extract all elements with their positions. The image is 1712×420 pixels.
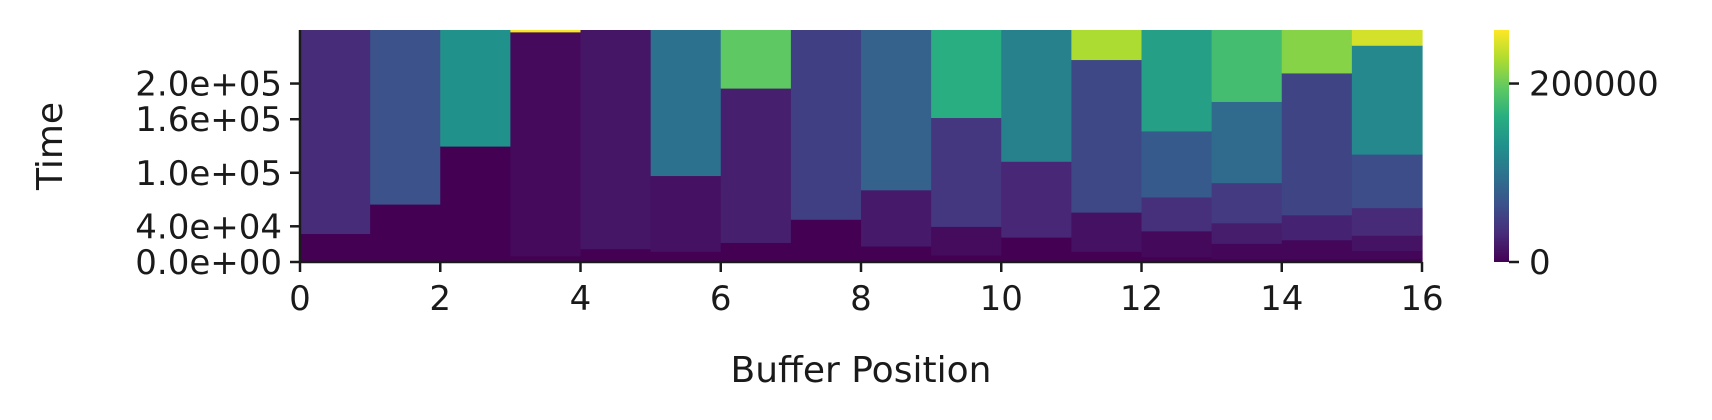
heatmap-cell — [1351, 154, 1423, 209]
heatmap-cell — [1071, 251, 1143, 263]
x-tick-label: 16 — [1400, 279, 1443, 319]
heatmap-cell — [580, 30, 652, 250]
heatmap-cell — [1211, 222, 1283, 244]
heatmap-cell — [720, 242, 792, 263]
x-tick-label: 14 — [1260, 279, 1303, 319]
heatmap-cell — [370, 30, 441, 205]
heatmap-cell — [300, 30, 371, 235]
heatmap-cell — [1211, 258, 1283, 263]
heatmap-cell — [510, 255, 582, 263]
heatmap-cell — [1351, 45, 1423, 155]
x-tick-label: 8 — [850, 279, 872, 319]
heatmap-cell — [1281, 239, 1353, 260]
heatmap-cell — [1001, 237, 1072, 263]
heatmap-cell — [1001, 161, 1072, 238]
heatmap-cell — [1351, 30, 1423, 46]
heatmap-cell — [1211, 30, 1283, 102]
heatmap-cell — [790, 30, 862, 220]
heatmap-cell — [861, 30, 932, 191]
y-tick-label: 1.6e+05 — [135, 100, 282, 140]
heatmap-cell — [931, 254, 1002, 263]
heatmap-cell — [1211, 101, 1283, 184]
x-tick-label: 0 — [289, 279, 311, 319]
heatmap-cells — [300, 30, 1423, 263]
x-tick-label: 10 — [980, 279, 1023, 319]
colorbar-ticks: 0 200000 — [1509, 65, 1659, 283]
heatmap-cell — [440, 30, 511, 147]
heatmap-cell — [370, 204, 441, 263]
heatmap-cell — [1211, 243, 1283, 260]
heatmap-cell — [1351, 258, 1423, 263]
colorbar: 0 200000 — [1494, 30, 1659, 283]
heatmap-cell — [1211, 182, 1283, 224]
y-tick-label: 4.0e+04 — [135, 207, 282, 247]
heatmap-cell — [861, 245, 932, 263]
colorbar-gradient — [1494, 30, 1509, 262]
y-axis-ticks: 0.0e+004.0e+04 1.0e+05 1.6e+052.0e+05 — [135, 65, 300, 283]
colorbar-tick-label: 200000 — [1529, 65, 1659, 105]
heatmap-cell — [1281, 30, 1353, 74]
heatmap-cell — [1141, 230, 1213, 258]
heatmap-cell — [1071, 30, 1143, 61]
heatmap-cell — [1351, 235, 1423, 251]
x-tick-label: 2 — [429, 279, 451, 319]
heatmap-cell — [720, 88, 792, 243]
heatmap-cell — [1141, 196, 1213, 232]
heatmap-cell — [1351, 250, 1423, 260]
heatmap-cell — [1071, 59, 1143, 213]
heatmap-cell — [1281, 214, 1353, 241]
heatmap-cell — [1351, 207, 1423, 236]
heatmap-cell — [510, 30, 582, 33]
colorbar-tick-label: 0 — [1529, 243, 1551, 283]
heatmap-cell — [1141, 30, 1213, 132]
heatmap-cell — [931, 117, 1002, 227]
heatmap-cell — [440, 146, 511, 263]
y-tick-label: 2.0e+05 — [135, 65, 282, 105]
x-axis-title: Buffer Position — [731, 350, 992, 391]
x-tick-label: 6 — [710, 279, 732, 319]
heatmap-cell — [300, 233, 371, 263]
heatmap-cell — [650, 251, 722, 263]
heatmap-cell — [580, 248, 652, 263]
heatmap-cell — [1071, 212, 1143, 252]
x-tick-label: 4 — [570, 279, 592, 319]
x-tick-label: 12 — [1120, 279, 1163, 319]
heatmap-cell — [650, 175, 722, 252]
y-tick-label: 0.0e+00 — [135, 243, 282, 283]
heatmap-cell — [931, 30, 1002, 119]
heatmap-cell — [861, 189, 932, 247]
y-axis-title: Time — [30, 102, 71, 191]
heatmap-cell — [1281, 258, 1353, 263]
heatmap-cell — [1141, 256, 1213, 263]
heatmap-cell — [1281, 167, 1353, 216]
heatmap-cell — [790, 219, 862, 263]
heatmap-cell — [720, 30, 792, 89]
heatmap-cell — [650, 30, 722, 177]
y-tick-label: 1.0e+05 — [135, 154, 282, 194]
heatmap-cell — [1281, 72, 1353, 169]
heatmap-cell — [931, 226, 1002, 256]
heatmap-cell — [1141, 130, 1213, 198]
heatmap-cell — [1001, 30, 1072, 162]
heatmap-cell — [510, 31, 582, 257]
x-axis-ticks: 0 2 4 6 8 10 12 14 16 — [289, 262, 1444, 319]
